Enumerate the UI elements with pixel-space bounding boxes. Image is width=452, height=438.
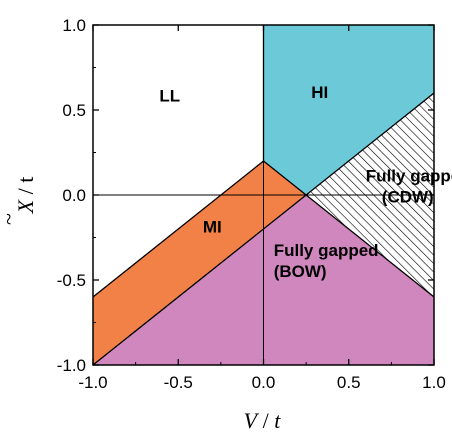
region-ll xyxy=(93,25,264,297)
svg-text:X / t: X / t xyxy=(13,177,38,215)
x-tick-label: 0.0 xyxy=(252,373,276,392)
phase-boundary-line-3 xyxy=(305,92,434,196)
y-tick-labels: -1.0 -0.5 0.0 0.5 1.0 xyxy=(57,16,86,375)
x-tick-label: 0.5 xyxy=(337,373,361,392)
region-label-cdw: Fully gapped(CDW) xyxy=(366,166,452,206)
region-labels: LL HI MI Fully gapped(BOW) Fully gapped(CDW) xyxy=(159,83,452,281)
reference-lines xyxy=(93,25,434,365)
region-mi xyxy=(93,161,307,365)
region-label-hi: HI xyxy=(311,83,328,102)
phase-boundary-line-4 xyxy=(305,194,434,298)
axis-ticks xyxy=(92,24,435,366)
y-axis-label-tilde: ~ xyxy=(0,213,21,225)
y-tick-label: -0.5 xyxy=(57,271,86,290)
y-tick-label: 1.0 xyxy=(62,16,86,35)
phase-boundary-line-5 xyxy=(263,160,307,196)
y-tick-label: 0.0 xyxy=(62,186,86,205)
region-label-ll: LL xyxy=(159,87,180,106)
phase-boundary-line-2 xyxy=(93,194,307,365)
x-tick-labels: -1.0 -0.5 0.0 0.5 1.0 xyxy=(78,373,445,392)
region-hi xyxy=(263,25,434,195)
phase-boundary-line-1 xyxy=(93,160,264,298)
region-label-mi: MI xyxy=(203,217,222,236)
y-tick-label: -1.0 xyxy=(57,356,86,375)
x-tick-label: -1.0 xyxy=(78,373,107,392)
y-tick-label: 0.5 xyxy=(62,101,86,120)
x-tick-label: 1.0 xyxy=(422,373,446,392)
region-label-bow: Fully gapped (BOW) xyxy=(274,241,379,281)
y-axis-label: X / t ~ xyxy=(0,177,38,225)
x-tick-label: -0.5 xyxy=(164,373,193,392)
x-axis-label: V / t xyxy=(244,408,282,433)
